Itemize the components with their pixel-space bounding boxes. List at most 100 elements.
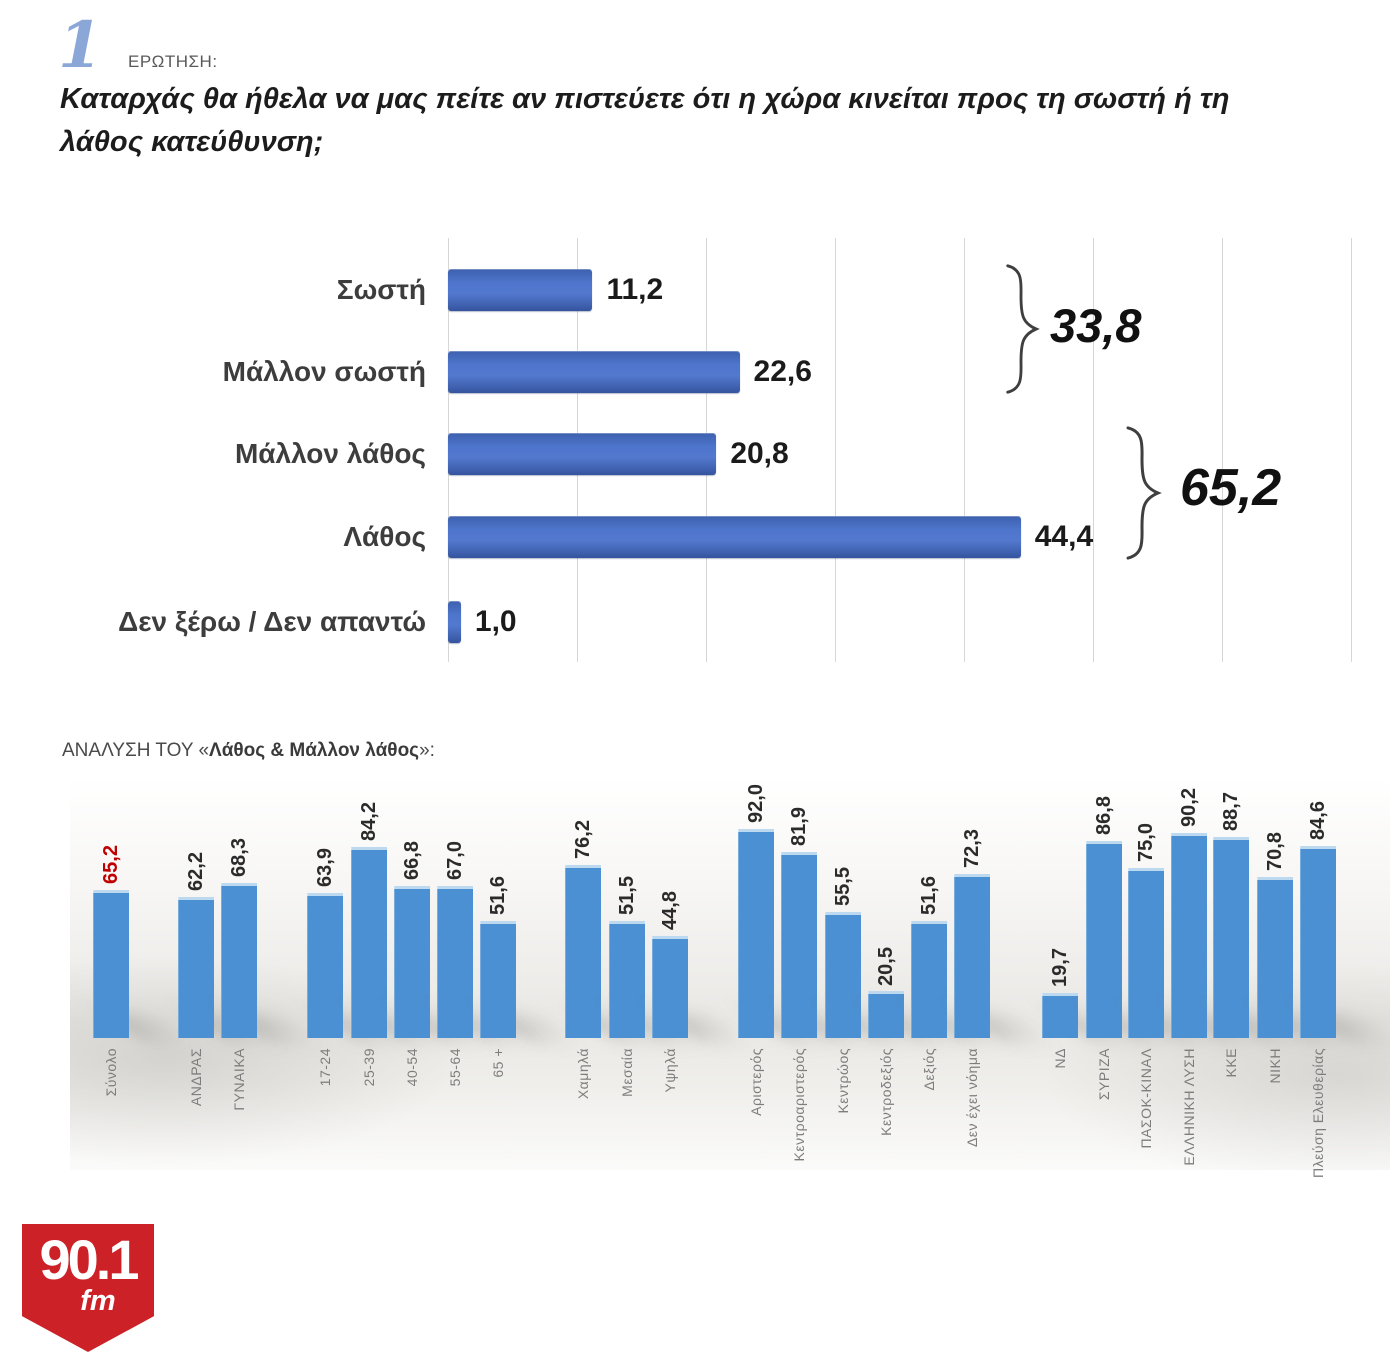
value-label: 51,6 <box>487 875 509 915</box>
category-label: ΣΥΡΙΖΑ <box>1096 1048 1112 1101</box>
category-label: Πλεύση Ελευθερίας <box>1310 1048 1326 1179</box>
category-label: 17-24 <box>317 1048 333 1087</box>
category-label: Λάθος <box>343 521 426 552</box>
value-label: 76,2 <box>572 820 594 860</box>
bar <box>448 601 461 643</box>
value-label: 70,8 <box>1264 832 1286 872</box>
value-label: 44,4 <box>1034 520 1094 553</box>
value-label: 51,6 <box>918 875 940 915</box>
value-label: 20,8 <box>730 437 789 470</box>
bar <box>480 920 516 1038</box>
category-label: ΕΛΛΗΝΙΚΗ ΛΥΣΗ <box>1181 1048 1197 1166</box>
category-label: Αριστερός <box>748 1048 764 1116</box>
gridline <box>1222 238 1223 662</box>
question-eyebrow: ΕΡΩΤΗΣΗ: <box>128 52 218 71</box>
bar <box>1128 867 1164 1038</box>
bar <box>221 882 257 1038</box>
value-label: 81,9 <box>788 807 810 847</box>
category-label: Σύνολο <box>103 1048 119 1097</box>
bar <box>911 920 947 1038</box>
category-label: ΝΙΚΗ <box>1267 1048 1283 1084</box>
category-label: Κεντρώος <box>835 1048 851 1114</box>
category-label: 65 + <box>490 1048 506 1078</box>
brace-icon <box>1002 262 1040 396</box>
bar <box>307 892 343 1038</box>
bar <box>868 991 904 1038</box>
bar <box>448 351 740 393</box>
analysis-title-emphasis: Λάθος & Μάλλον λάθος <box>209 740 420 761</box>
value-label: 66,8 <box>401 841 423 881</box>
question-number-glyph: 1 <box>58 8 103 83</box>
bar <box>1086 840 1122 1038</box>
category-label: Μεσαία <box>619 1048 635 1097</box>
bar <box>448 433 717 475</box>
bar <box>437 885 473 1038</box>
category-label: Δεξιός <box>921 1048 937 1091</box>
bar <box>825 912 861 1038</box>
category-label: Δεν έχει νόημα <box>964 1048 980 1148</box>
bar <box>652 936 688 1038</box>
value-label: 1,0 <box>474 605 517 638</box>
value-label: 44,8 <box>659 891 681 931</box>
category-label: Σωστή <box>336 274 426 305</box>
value-label: 72,3 <box>961 828 983 868</box>
value-label: 20,5 <box>875 946 897 986</box>
value-label: 62,2 <box>185 851 207 891</box>
summary-value: 33,8 <box>1050 299 1142 352</box>
value-label: 68,3 <box>228 838 250 877</box>
category-label: ΠΑΣΟΚ-ΚΙΝΑΛ <box>1138 1048 1154 1149</box>
analysis-title: ΑΝΑΛΥΣΗ ΤΟΥ «Λάθος & Μάλλον λάθος»: <box>62 740 435 762</box>
category-label: Κεντροαριστερός <box>791 1048 807 1162</box>
bar <box>1213 836 1249 1038</box>
value-label: 75,0 <box>1135 822 1157 862</box>
value-label: 84,2 <box>358 801 380 841</box>
category-label: 55-64 <box>447 1048 463 1087</box>
category-label: ΝΔ <box>1052 1048 1068 1069</box>
value-label: 22,6 <box>753 355 812 388</box>
category-label: Μάλλον σωστή <box>222 356 426 387</box>
value-label: 19,7 <box>1049 948 1071 988</box>
bar <box>781 852 817 1038</box>
bar <box>1171 833 1207 1038</box>
value-label: 86,8 <box>1093 796 1115 835</box>
bar <box>738 829 774 1038</box>
gridline <box>835 238 836 662</box>
gridline <box>1351 238 1352 662</box>
analysis-panel-background <box>70 778 1390 1170</box>
question-line-2: λάθος κατεύθυνση; <box>60 126 324 158</box>
bar <box>609 921 645 1038</box>
category-label: 40-54 <box>404 1048 420 1087</box>
category-label: Χαμηλά <box>575 1048 591 1100</box>
direction-bar-chart: Σωστή 11,2 Μάλλον σωστή 22,6 Μάλλον λάθος 20,… <box>118 238 1352 662</box>
category-label: ΓΥΝΑΙΚΑ <box>231 1048 247 1111</box>
value-label: 51,5 <box>616 876 638 916</box>
value-label: 88,7 <box>1220 791 1242 831</box>
category-label: ΑΝΔΡΑΣ <box>188 1048 204 1107</box>
value-label: 11,2 <box>606 273 664 306</box>
bar <box>1257 877 1293 1038</box>
value-label: 55,5 <box>832 867 854 907</box>
bar <box>93 889 129 1038</box>
bar <box>394 886 430 1038</box>
category-label: ΚΚΕ <box>1223 1048 1239 1078</box>
bar <box>1042 993 1078 1038</box>
category-label: Δεν ξέρω / Δεν απαντώ <box>118 606 426 637</box>
category-label: Κεντροδεξιός <box>878 1048 894 1136</box>
bar <box>448 516 1021 558</box>
analysis-title-suffix: »: <box>419 740 435 761</box>
question-text: Καταρχάς θα ήθελα να μας πείτε αν πιστεύ… <box>60 78 1229 164</box>
gridline <box>964 238 965 662</box>
value-label: 67,0 <box>444 840 466 880</box>
analysis-title-prefix: ΑΝΑΛΥΣΗ ΤΟΥ « <box>62 740 210 761</box>
brace-icon <box>1122 424 1162 562</box>
value-label: 63,9 <box>314 848 336 887</box>
summary-value: 65,2 <box>1180 459 1282 517</box>
bar <box>178 896 214 1038</box>
bar <box>351 846 387 1038</box>
question-line-1: Καταρχάς θα ήθελα να μας πείτε αν πιστεύ… <box>60 83 1230 115</box>
bar <box>448 269 593 311</box>
bar <box>565 865 601 1038</box>
category-label: 25-39 <box>361 1048 377 1087</box>
